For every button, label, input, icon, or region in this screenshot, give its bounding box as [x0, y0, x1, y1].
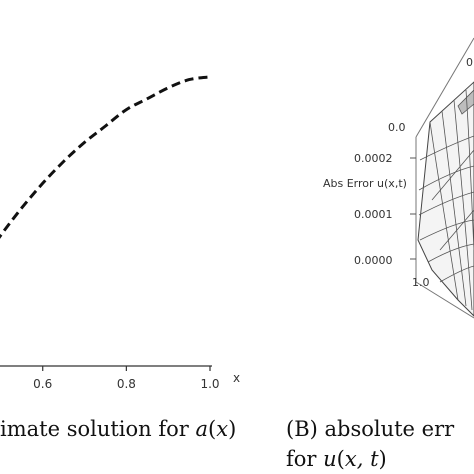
panel-a: 0.6 0.8 1.0 x imate solution for a(x) [0, 75, 240, 441]
top-corner-label: 0 [466, 56, 473, 69]
series-line [0, 75, 211, 239]
surface-shaded-region [457, 89, 474, 115]
corner-label-0: 0.0 [388, 121, 406, 134]
caption-a-text: imate solution for [0, 417, 195, 441]
z-tick-label-1: 0.0001 [354, 208, 393, 221]
panel-b: 0 0.0 0.0002 Abs Error u(x,t) 0.0001 0.0… [286, 37, 474, 471]
caption-b-paren-open: ( [337, 447, 345, 471]
caption-a-fn: a [195, 417, 208, 441]
caption-b-line2: for u(x, t) [286, 447, 387, 471]
z-axis-label: Abs Error u(x,t) [323, 177, 407, 190]
x-tick-label-2: 1.0 [200, 377, 219, 391]
x-axis-ticks: 0.6 0.8 1.0 [33, 366, 220, 391]
z-tick-label-0: 0.0002 [354, 152, 393, 165]
caption-a: imate solution for a(x) [0, 417, 236, 441]
caption-a-paren-open: ( [208, 417, 216, 441]
caption-b-arg: x, t [345, 447, 379, 471]
surface-box [415, 37, 474, 319]
x-axis-label: x [233, 371, 240, 385]
caption-b-line1: (B) absolute err [286, 417, 455, 441]
x-tick-label-0: 0.6 [33, 377, 52, 391]
box-edge-top [415, 37, 474, 138]
box-edge-bottom [415, 281, 474, 319]
corner-label-1: 1.0 [412, 276, 430, 289]
caption-a-arg: x [216, 417, 228, 441]
caption-b-fn: u [323, 447, 337, 471]
caption-a-paren-close: ) [228, 417, 236, 441]
caption-b-paren-close: ) [379, 447, 387, 471]
z-tick-label-2: 0.0000 [354, 254, 393, 267]
surface-mesh [418, 89, 474, 311]
x-tick-label-1: 0.8 [117, 377, 136, 391]
z-tick-marks [410, 157, 416, 260]
caption-b-for: for [286, 447, 323, 471]
